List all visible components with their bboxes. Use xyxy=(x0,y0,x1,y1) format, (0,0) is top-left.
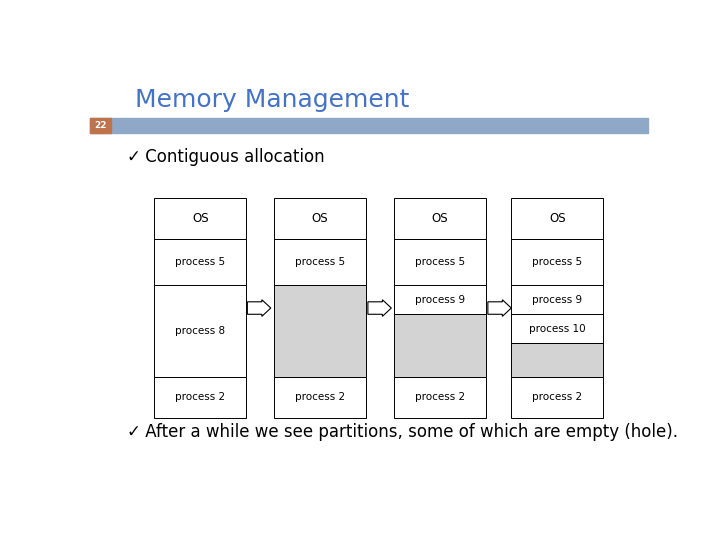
Text: After a while we see partitions, some of which are empty (hole).: After a while we see partitions, some of… xyxy=(140,423,678,441)
Text: OS: OS xyxy=(312,212,328,225)
Bar xyxy=(394,198,486,239)
Text: Memory Management: Memory Management xyxy=(135,87,409,112)
Text: ✓: ✓ xyxy=(126,423,140,441)
Text: process 2: process 2 xyxy=(532,393,582,402)
Text: process 2: process 2 xyxy=(415,393,465,402)
Text: process 5: process 5 xyxy=(175,257,225,267)
Bar xyxy=(511,377,603,418)
Bar xyxy=(511,198,603,239)
Bar xyxy=(511,239,603,285)
Bar xyxy=(90,118,111,133)
Text: process 2: process 2 xyxy=(295,393,345,402)
Bar xyxy=(394,376,486,418)
Text: 22: 22 xyxy=(94,121,107,130)
Text: process 9: process 9 xyxy=(415,295,465,305)
Bar xyxy=(154,285,246,377)
Text: OS: OS xyxy=(549,212,566,225)
Text: process 9: process 9 xyxy=(532,295,582,305)
Text: process 8: process 8 xyxy=(175,326,225,336)
Bar xyxy=(90,118,648,133)
Text: process 2: process 2 xyxy=(175,393,225,402)
Bar xyxy=(511,285,603,314)
Bar xyxy=(274,285,366,377)
FancyArrow shape xyxy=(368,300,392,316)
Text: ✓: ✓ xyxy=(126,148,140,166)
Text: process 5: process 5 xyxy=(532,257,582,267)
Text: OS: OS xyxy=(432,212,449,225)
Bar xyxy=(394,239,486,285)
Text: process 10: process 10 xyxy=(529,324,585,334)
Text: process 5: process 5 xyxy=(295,257,345,267)
Bar xyxy=(274,198,366,239)
FancyArrow shape xyxy=(488,300,511,316)
Bar xyxy=(154,198,246,239)
Text: process 5: process 5 xyxy=(415,257,465,267)
Bar xyxy=(154,239,246,285)
Bar xyxy=(394,285,486,314)
Bar xyxy=(154,376,246,418)
Bar xyxy=(274,239,366,285)
Bar xyxy=(394,314,486,377)
Text: Contiguous allocation: Contiguous allocation xyxy=(140,148,325,166)
FancyArrow shape xyxy=(248,300,271,316)
Bar xyxy=(511,343,603,377)
Text: OS: OS xyxy=(192,212,209,225)
Bar xyxy=(274,376,366,418)
Bar xyxy=(511,314,603,343)
